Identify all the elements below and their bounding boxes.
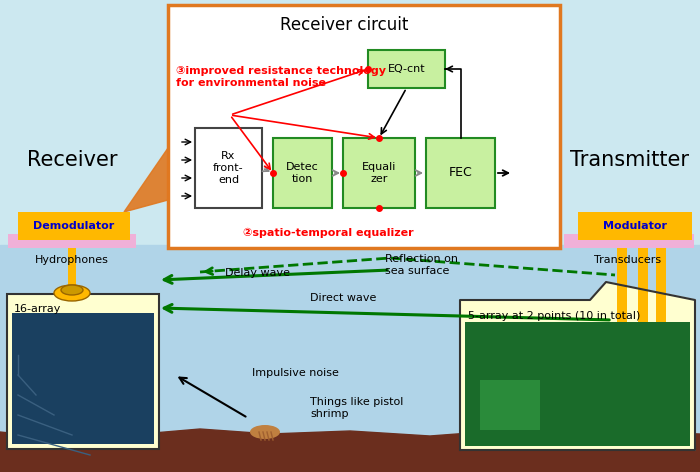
Text: Direct wave: Direct wave: [310, 293, 377, 303]
Text: FEC: FEC: [449, 167, 472, 179]
Bar: [564, 234, 694, 248]
Text: Rx
front-
end: Rx front- end: [214, 152, 244, 185]
Text: Equali
zer: Equali zer: [362, 162, 396, 184]
FancyBboxPatch shape: [7, 294, 159, 449]
Text: Hydrophones: Hydrophones: [35, 255, 109, 265]
Text: ②spatio-temporal equalizer: ②spatio-temporal equalizer: [243, 228, 414, 238]
Text: Modulator: Modulator: [603, 221, 667, 231]
Polygon shape: [0, 429, 700, 472]
Bar: [656, 248, 666, 333]
Bar: [195, 128, 262, 208]
Bar: [8, 234, 136, 248]
Bar: [578, 212, 692, 240]
Bar: [168, 5, 560, 248]
Text: 5-array at 2 points (10 in total): 5-array at 2 points (10 in total): [468, 311, 640, 321]
Ellipse shape: [54, 285, 90, 301]
Polygon shape: [460, 282, 695, 450]
Text: Transducers: Transducers: [594, 255, 662, 265]
Bar: [18, 212, 130, 240]
Bar: [426, 138, 495, 208]
Text: Receiver: Receiver: [27, 150, 118, 170]
Text: ③improved resistance technology
for environmental noise: ③improved resistance technology for envi…: [176, 66, 386, 88]
Bar: [0, 245, 700, 472]
Bar: [617, 248, 627, 388]
Text: Detec
tion: Detec tion: [286, 162, 319, 184]
Text: Receiver circuit: Receiver circuit: [280, 16, 408, 34]
Bar: [465, 322, 690, 446]
Bar: [273, 138, 332, 208]
Bar: [480, 380, 540, 430]
Text: Transmitter: Transmitter: [570, 150, 690, 170]
Text: Things like pistol
shrimp: Things like pistol shrimp: [310, 397, 403, 419]
Bar: [343, 138, 415, 208]
Text: EQ-cnt: EQ-cnt: [388, 64, 426, 74]
Ellipse shape: [250, 425, 280, 439]
Bar: [12, 313, 154, 444]
Text: Impulsive noise: Impulsive noise: [252, 368, 339, 378]
Text: Delay wave: Delay wave: [225, 268, 290, 278]
Bar: [638, 248, 648, 358]
Text: 16-array: 16-array: [14, 304, 62, 314]
Polygon shape: [124, 148, 168, 212]
Bar: [368, 50, 445, 88]
Text: Reflection on
sea surface: Reflection on sea surface: [385, 254, 458, 276]
Ellipse shape: [61, 285, 83, 295]
Bar: [68, 248, 76, 290]
Text: Demodulator: Demodulator: [34, 221, 115, 231]
